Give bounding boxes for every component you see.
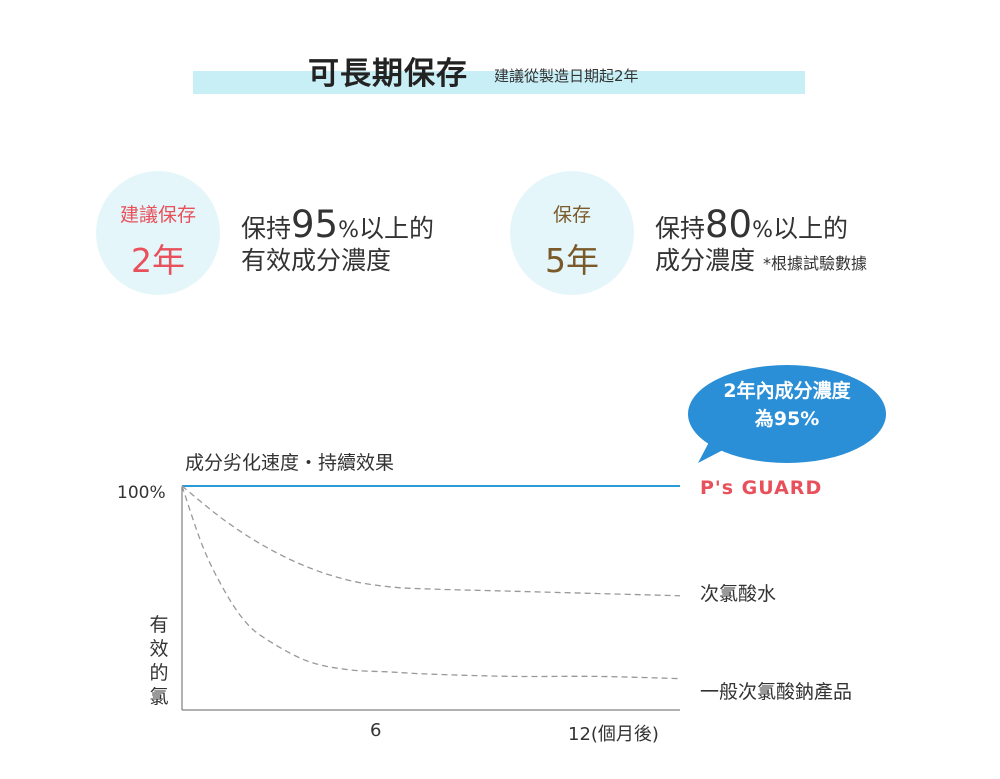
desc-post: 以上的 — [359, 214, 435, 243]
chart-title: 成分劣化速度・持續效果 — [185, 452, 395, 474]
desc-line2: 成分濃度 — [655, 246, 756, 275]
x-tick-label-6: 6 — [370, 720, 382, 741]
series-line-2 — [181, 485, 681, 680]
card-desc-line2-2: 成分濃度 *根據試驗數據 — [655, 248, 867, 273]
desc-pre: 保持 — [241, 214, 292, 243]
card-desc-2: 保持80%以上的 — [655, 206, 848, 243]
y-axis-label: 有效的氯 — [149, 614, 169, 708]
callout-line-2: 為95% — [754, 408, 820, 430]
series-label-hypochlorous-water: 次氯酸水 — [700, 583, 777, 605]
header-band — [193, 71, 805, 94]
footnote: *根據試驗數據 — [762, 254, 867, 273]
callout-text: 2年內成分濃度 為95% — [688, 377, 886, 433]
desc-post: 以上的 — [773, 214, 849, 243]
y-tick-label-100: 100% — [117, 483, 166, 503]
series-label-sodium-hypochlorite: 一般次氯酸鈉產品 — [700, 681, 853, 703]
x-tick-label-12: 12(個月後) — [568, 724, 659, 745]
circle-label-1: 建議保存 — [119, 204, 196, 226]
desc-number: 95 — [291, 203, 339, 246]
circle-years-2: 5年 — [545, 241, 599, 280]
callout-line-1: 2年內成分濃度 — [723, 380, 851, 402]
circle-years-1: 2年 — [131, 241, 185, 280]
page-subtitle: 建議從製造日期起2年 — [494, 67, 639, 85]
circle-label-2: 保存 — [552, 204, 591, 226]
card-desc-1: 保持95%以上的 — [241, 206, 434, 243]
desc-percent: % — [752, 218, 774, 243]
series-line-1 — [181, 485, 681, 597]
desc-number: 80 — [705, 203, 753, 246]
storage-circle-1 — [96, 171, 220, 295]
desc-pre: 保持 — [655, 214, 706, 243]
storage-circle-2 — [510, 171, 634, 295]
callout-bubble — [688, 365, 886, 463]
page-title: 可長期保存 — [308, 56, 468, 92]
desc-percent: % — [338, 218, 360, 243]
series-label-psguard: P's GUARD — [700, 477, 823, 499]
card-desc-line2-1: 有效成分濃度 — [241, 246, 392, 275]
